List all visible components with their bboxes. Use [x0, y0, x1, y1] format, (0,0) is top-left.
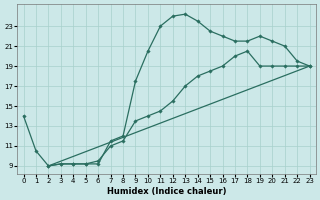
X-axis label: Humidex (Indice chaleur): Humidex (Indice chaleur)	[107, 187, 226, 196]
